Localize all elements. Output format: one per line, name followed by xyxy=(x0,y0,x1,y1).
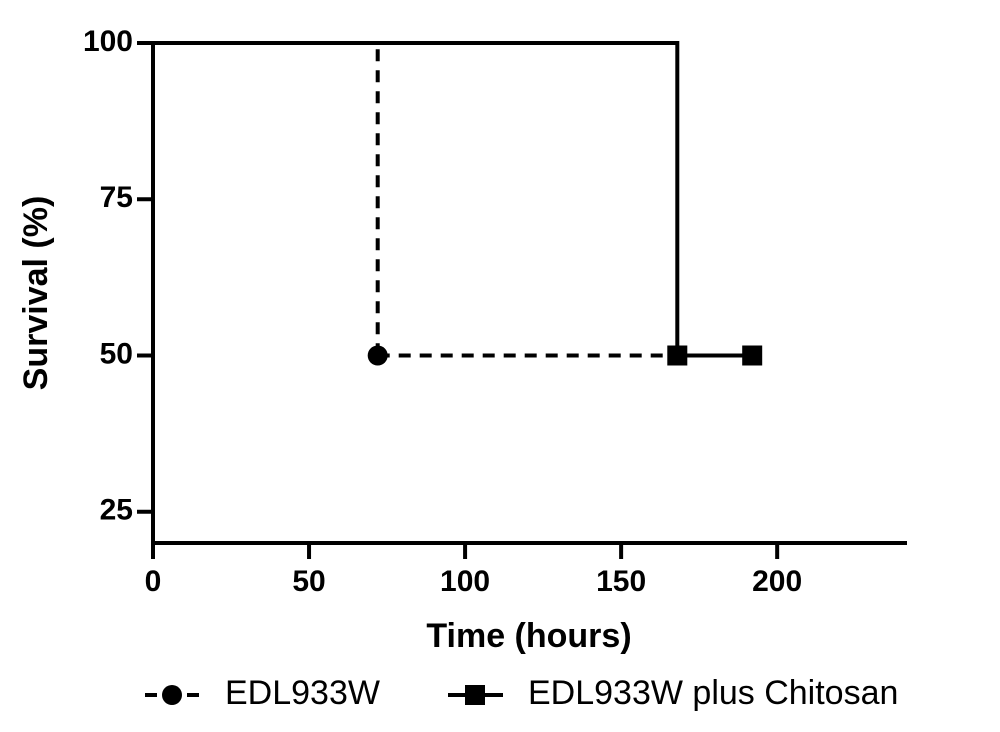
legend-label: EDL933W plus Chitosan xyxy=(528,674,898,712)
step-segment xyxy=(153,41,380,356)
x-tick-label: 200 xyxy=(752,565,802,598)
y-axis-label: Survival (%) xyxy=(17,196,55,391)
step-segment xyxy=(153,41,680,356)
y-tick-label: 75 xyxy=(100,181,133,214)
y-tick-label: 25 xyxy=(100,494,133,527)
marker xyxy=(667,345,688,366)
x-axis-label: Time (hours) xyxy=(426,617,631,655)
y-tick-label: 100 xyxy=(83,25,133,58)
x-tick-label: 50 xyxy=(292,565,325,598)
legend-marker xyxy=(465,685,485,705)
legend-marker xyxy=(162,685,182,705)
x-tick-label: 100 xyxy=(440,565,490,598)
x-tick-label: 150 xyxy=(596,565,646,598)
marker xyxy=(367,345,388,366)
x-tick-label: 0 xyxy=(145,565,162,598)
marker xyxy=(742,345,763,366)
legend-label: EDL933W xyxy=(225,674,380,712)
y-tick-label: 50 xyxy=(100,337,133,370)
